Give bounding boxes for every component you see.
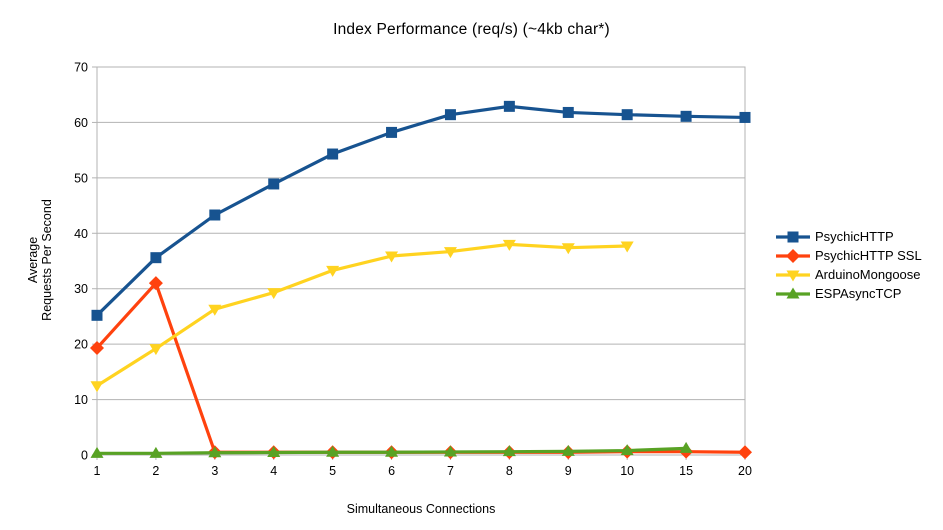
data-point-psychichttp-5 [327,148,339,160]
data-point-arduinomongoose-9 [561,243,575,255]
legend: PsychicHTTP PsychicHTTP SSL ArduinoMongoos… [776,227,922,303]
y-axis-title: Average Requests Per Second [26,160,58,360]
data-point-espasynctcp-6 [385,445,399,457]
x-tick-label-2: 2 [152,464,159,478]
y-tick-label-20: 20 [74,338,88,352]
data-point-psychichttp-20 [739,111,751,123]
data-point-espasynctcp-1 [90,446,104,458]
data-point-psychichttp-1 [91,309,103,321]
data-point-psychichttp-15 [680,110,692,122]
series-line-psychichttp-ssl [95,281,746,454]
legend-item-psychichttp-ssl: PsychicHTTP SSL [776,246,922,265]
data-point-psychichttp-9 [562,106,574,118]
data-point-psychichttp-ssl-1 [90,341,104,356]
legend-label: PsychicHTTP [815,229,894,244]
y-tick-label-40: 40 [74,227,88,241]
x-tick-label-4: 4 [270,464,277,478]
data-point-psychichttp-3 [209,209,221,221]
x-axis-title: Simultaneous Connections [346,502,496,516]
legend-label: PsychicHTTP SSL [815,248,922,263]
y-axis-title-line1: Average [26,236,40,284]
data-point-psychichttp-ssl-20 [738,445,752,460]
y-tick-label-10: 10 [74,393,88,407]
data-point-arduinomongoose-1 [90,381,104,393]
data-point-psychichttp-2 [150,252,162,264]
x-tick-label-6: 6 [388,464,395,478]
series-line-arduinomongoose [96,242,628,388]
x-tick-label-8: 8 [506,464,513,478]
data-point-psychichttp-ssl-2 [148,276,163,291]
y-tick-label-60: 60 [74,116,88,130]
data-point-espasynctcp-7 [443,445,457,457]
data-point-arduinomongoose-6 [385,251,399,263]
data-point-arduinomongoose-7 [443,247,457,259]
data-point-espasynctcp-5 [326,445,340,457]
legend-marker-triangle-up-icon [776,287,810,298]
y-tick-label-70: 70 [74,61,88,75]
data-point-espasynctcp-2 [149,446,163,458]
plot-border [96,66,746,456]
data-point-arduinomongoose-2 [149,344,163,356]
data-point-arduinomongoose-10 [620,241,634,253]
y-axis-title-line2: Requests Per Second [40,199,54,321]
legend-item-arduinomongoose: ArduinoMongoose [776,265,922,284]
x-tick-label-9: 9 [565,464,572,478]
legend-marker-square-icon [776,231,810,242]
x-tick-label-10: 10 [620,464,634,478]
data-point-arduinomongoose-8 [502,239,516,251]
data-point-psychichttp-10 [621,109,633,121]
x-tick-label-20: 20 [738,464,752,478]
x-tick-label-5: 5 [329,464,336,478]
data-point-arduinomongoose-4 [267,288,281,300]
data-point-psychichttp-4 [268,178,280,190]
data-point-espasynctcp-10 [620,444,634,456]
legend-marker-triangle-down-icon [776,270,810,281]
data-point-psychichttp-7 [444,109,456,121]
legend-label: ESPAsyncTCP [815,286,902,301]
data-point-arduinomongoose-5 [326,265,340,277]
x-tick-label-3: 3 [211,464,218,478]
legend-item-espasynctcp: ESPAsyncTCP [776,284,922,303]
chart-title: Index Performance (req/s) (~4kb char*) [333,21,610,38]
legend-label: ArduinoMongoose [815,267,921,282]
data-point-espasynctcp-3 [208,446,222,458]
data-point-psychichttp-6 [386,126,398,138]
x-tick-label-15: 15 [679,464,693,478]
y-tick-label-30: 30 [74,282,88,296]
y-tick-label-0: 0 [81,449,88,463]
y-tick-label-50: 50 [74,171,88,185]
data-point-espasynctcp-9 [561,444,575,456]
data-point-espasynctcp-4 [267,446,281,458]
data-point-psychichttp-8 [503,100,515,112]
data-point-espasynctcp-15 [679,441,693,453]
legend-item-psychichttp: PsychicHTTP [776,227,922,246]
legend-marker-diamond-icon [776,248,810,263]
data-point-espasynctcp-8 [502,445,516,457]
x-tick-label-1: 1 [94,464,101,478]
series-line-psychichttp [95,104,746,317]
data-point-arduinomongoose-3 [208,304,222,316]
x-tick-label-7: 7 [447,464,454,478]
